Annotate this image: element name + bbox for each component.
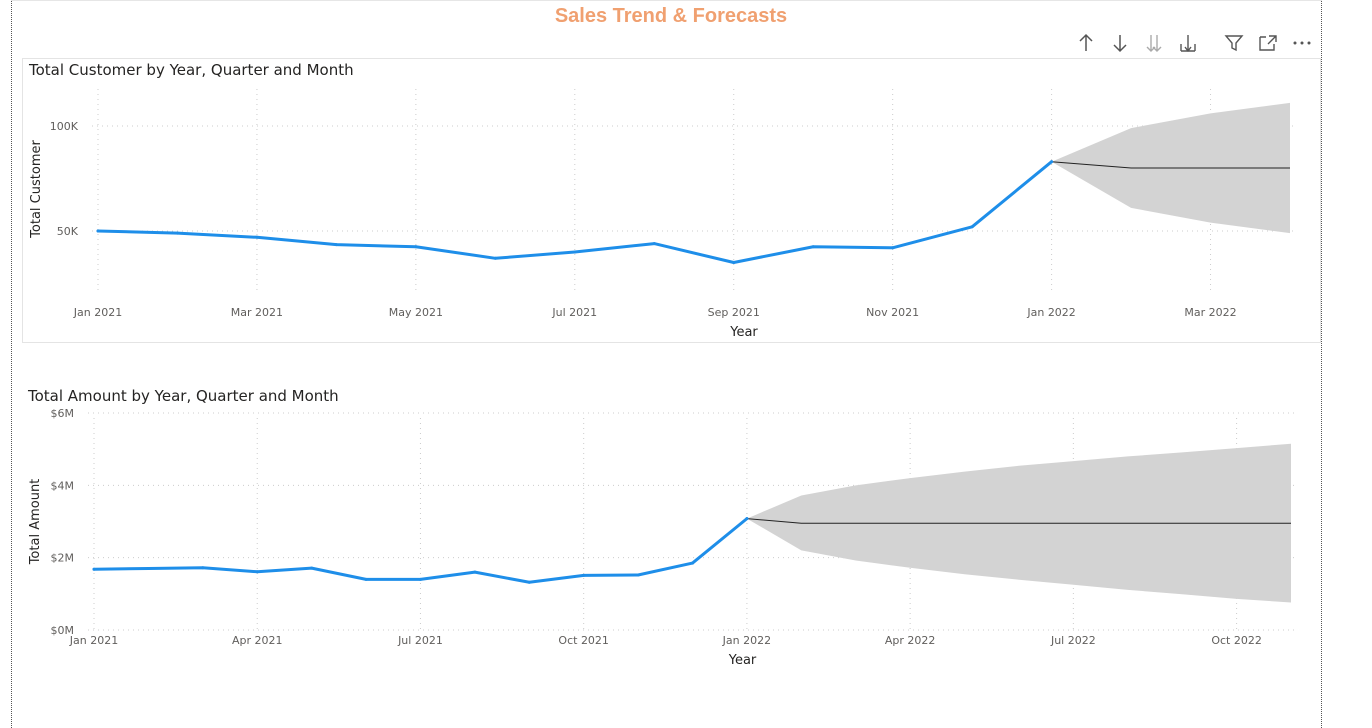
x-tick-label: Jul 2021 [551,306,597,319]
data-point [201,566,205,570]
x-axis-title: Year [729,325,758,340]
data-point [493,256,497,260]
customer-line-chart: 100K 50K Jan 2021 Mar 2021 May 2021 Jul 2021 S… [29,89,1296,340]
y-tick-label: $0M [51,624,75,637]
x-tick-label: Jan 2022 [722,634,771,647]
forecast-line [1051,161,1290,169]
data-point [573,250,577,254]
x-tick-label: Nov 2021 [866,306,919,319]
x-tick-label: Jan 2021 [73,306,122,319]
x-tick-label: Apr 2022 [885,634,936,647]
page-title: Sales Trend & Forecasts [554,5,788,27]
filter-icon[interactable] [1222,32,1246,54]
data-point [255,235,259,239]
chart-title: Total Customer by Year, Quarter and Mont… [29,61,354,79]
data-point [745,517,749,521]
data-point [96,229,100,233]
amount-chart-visual[interactable]: Total Amount by Year, Quarter and Month … [22,385,1321,675]
arrow-up-icon[interactable] [1074,32,1098,54]
double-arrow-down-icon[interactable] [1142,32,1166,54]
x-tick-label: Oct 2021 [558,634,609,647]
x-tick-label: Sep 2021 [708,306,760,319]
forecast-line [746,518,1291,524]
y-axis-title: Total Customer [29,140,44,239]
data-point [310,566,314,570]
y-tick-label: $6M [51,407,75,420]
data-point [970,225,974,229]
data-point [255,570,259,574]
report-frame-left [11,0,12,728]
data-point [652,242,656,246]
data-point [92,567,96,571]
y-tick-label: $4M [51,479,75,492]
data-point [582,573,586,577]
data-point [146,567,150,571]
data-point [334,243,338,247]
data-point [414,245,418,249]
chart-title: Total Amount by Year, Quarter and Month [28,387,339,405]
data-point [811,245,815,249]
x-tick-label: Apr 2021 [232,634,283,647]
x-tick-label: Oct 2022 [1211,634,1262,647]
data-point [732,261,736,264]
x-tick-label: May 2021 [389,306,443,319]
x-tick-label: Jan 2022 [1026,306,1075,319]
data-point [527,580,531,584]
y-tick-label: 50K [57,225,79,238]
x-axis-title: Year [728,653,757,668]
arrow-down-icon[interactable] [1108,32,1132,54]
data-point [175,231,179,235]
x-tick-label: Mar 2022 [1184,306,1236,319]
expand-hierarchy-icon[interactable] [1176,32,1200,54]
x-tick-label: Jan 2021 [69,634,118,647]
y-tick-label: $2M [51,552,75,565]
actual-series-line [96,160,1054,264]
data-point [418,577,422,581]
x-tick-label: Mar 2021 [231,306,283,319]
x-tick-label: Jul 2022 [1050,634,1096,647]
data-point [1050,160,1054,164]
focus-mode-icon[interactable] [1256,32,1280,54]
x-tick-label: Jul 2021 [397,634,443,647]
report-frame-top [11,0,1322,1]
data-point [364,577,368,581]
data-point [473,570,477,574]
report-frame-right [1321,0,1322,728]
y-tick-label: 100K [50,120,79,133]
more-options-icon[interactable] [1290,32,1314,54]
customer-chart-visual[interactable]: Total Customer by Year, Quarter and Mont… [22,58,1321,343]
data-point [636,573,640,577]
data-point [891,246,895,250]
data-point [691,561,694,565]
y-axis-title: Total Amount [28,479,43,566]
